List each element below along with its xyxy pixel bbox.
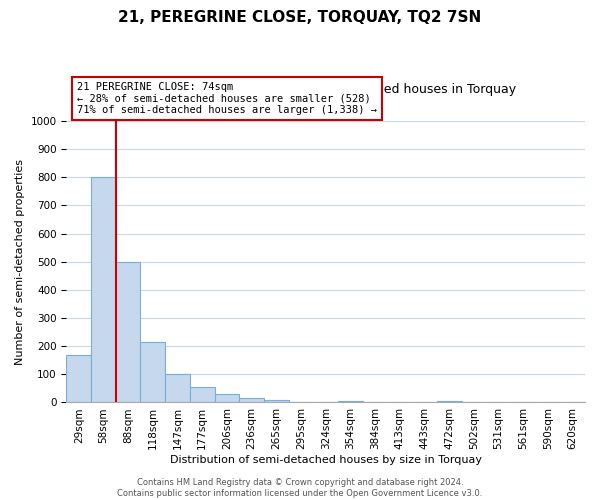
X-axis label: Distribution of semi-detached houses by size in Torquay: Distribution of semi-detached houses by … (170, 455, 482, 465)
Bar (91, 177, 116, 402)
Bar (140, 342, 165, 402)
Bar (165, 374, 190, 402)
Bar (437, 401, 461, 402)
Bar (264, 400, 289, 402)
Text: 21, PEREGRINE CLOSE, TORQUAY, TQ2 7SN: 21, PEREGRINE CLOSE, TORQUAY, TQ2 7SN (118, 10, 482, 25)
Bar (338, 401, 363, 402)
Text: Contains HM Land Registry data © Crown copyright and database right 2024.
Contai: Contains HM Land Registry data © Crown c… (118, 478, 482, 498)
Bar (67, 354, 91, 403)
Bar (116, 262, 140, 402)
Bar (215, 394, 239, 402)
Bar (190, 387, 215, 402)
Title: Size of property relative to semi-detached houses in Torquay: Size of property relative to semi-detach… (135, 83, 516, 96)
Bar (239, 398, 264, 402)
Y-axis label: Number of semi-detached properties: Number of semi-detached properties (15, 158, 25, 364)
Text: 21 PEREGRINE CLOSE: 74sqm
← 28% of semi-detached houses are smaller (528)
71% of: 21 PEREGRINE CLOSE: 74sqm ← 28% of semi-… (77, 82, 377, 116)
